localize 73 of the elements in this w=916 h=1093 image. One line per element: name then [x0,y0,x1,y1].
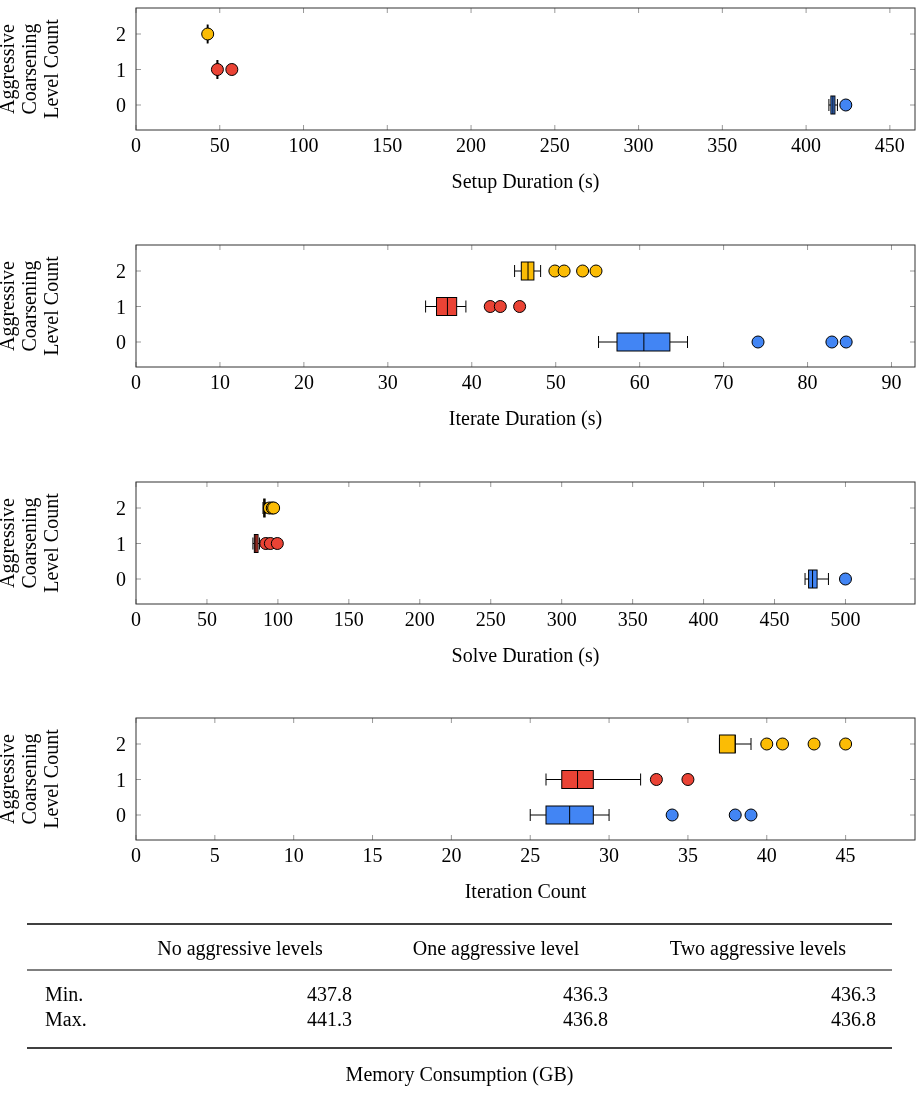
y-tick-label: 1 [116,768,126,791]
y-axis-title: Aggressive Coarsening Level Count [0,18,62,119]
x-tick-label: 350 [617,608,648,630]
x-tick-label: 35 [677,844,698,866]
x-tick-label: 80 [797,371,818,393]
x-tick-label: 45 [835,844,856,866]
x-tick-label: 400 [791,134,822,156]
x-tick-label: 0 [131,371,141,393]
x-tick-label: 500 [830,608,861,630]
x-tick-label: 0 [131,608,141,630]
x-tick-label: 30 [377,371,398,393]
x-tick-label: 30 [599,844,620,866]
y-tick-label: 2 [116,260,126,282]
y-tick-label: 0 [116,94,126,116]
x-axis-title: Iterate Duration (s) [448,407,603,430]
y-tick-label: 1 [116,58,126,81]
data-label: 436.8 [831,1008,876,1030]
x-tick-label: 50 [209,134,230,156]
x-tick-label: 400 [688,608,719,630]
x-tick-label: 60 [629,371,650,393]
y-tick-label: 2 [116,733,126,755]
data-label: 437.8 [307,983,352,1005]
x-tick-label: 25 [520,844,541,866]
data-label: 441.3 [307,1008,352,1030]
x-tick-label: 100 [262,608,293,630]
y-tick-label: 0 [116,568,126,590]
x-tick-label: 0 [131,844,141,866]
x-tick-label: 50 [545,371,566,393]
x-tick-label: 100 [288,134,319,156]
x-tick-label: 0 [131,134,141,156]
x-axis-title: Memory Consumption (GB) [345,1063,574,1086]
x-tick-label: 450 [874,134,905,156]
x-tick-label: 450 [759,608,790,630]
y-axis-title: Aggressive Coarsening Level Count [0,492,62,593]
x-tick-label: 150 [333,608,364,630]
x-axis-title: Solve Duration (s) [451,644,600,667]
x-tick-label: 300 [546,608,577,630]
data-label: 436.3 [563,983,608,1005]
data-label: 436.8 [563,1008,608,1030]
x-tick-label: 10 [283,844,304,866]
y-tick-label: 2 [116,23,126,45]
y-tick-label: 1 [116,532,126,555]
data-label: 436.3 [831,983,876,1005]
y-tick-label: 0 [116,331,126,353]
x-tick-label: 20 [293,371,314,393]
x-axis-title: Iteration Count [464,880,587,902]
x-tick-label: 10 [209,371,230,393]
x-tick-label: 150 [372,134,403,156]
y-tick-label: 2 [116,497,126,519]
x-tick-label: 90 [881,371,902,393]
y-tick-label: Min. [45,983,84,1005]
x-tick-label: 40 [756,844,777,866]
x-tick-label: 70 [713,371,734,393]
x-axis-title: Setup Duration (s) [451,170,600,193]
y-axis-title: Aggressive Coarsening Level Count [0,728,62,829]
x-tick-label: No aggressive levels [157,937,323,960]
y-axis-title: Aggressive Coarsening Level Count [0,255,62,356]
x-tick-label: 50 [196,608,217,630]
x-tick-label: One aggressive level [412,937,580,960]
x-tick-label: 300 [623,134,654,156]
x-tick-label: 200 [456,134,487,156]
x-tick-label: Two aggressive levels [669,937,847,960]
y-tick-label: Max. [45,1008,87,1030]
x-tick-label: 200 [404,608,435,630]
x-tick-label: 15 [362,844,383,866]
y-tick-label: 0 [116,804,126,826]
x-tick-label: 250 [539,134,570,156]
x-tick-label: 250 [475,608,506,630]
x-tick-label: 350 [707,134,738,156]
x-tick-label: 40 [461,371,482,393]
x-tick-label: 5 [209,844,220,866]
x-tick-label: 20 [441,844,462,866]
y-tick-label: 1 [116,295,126,318]
